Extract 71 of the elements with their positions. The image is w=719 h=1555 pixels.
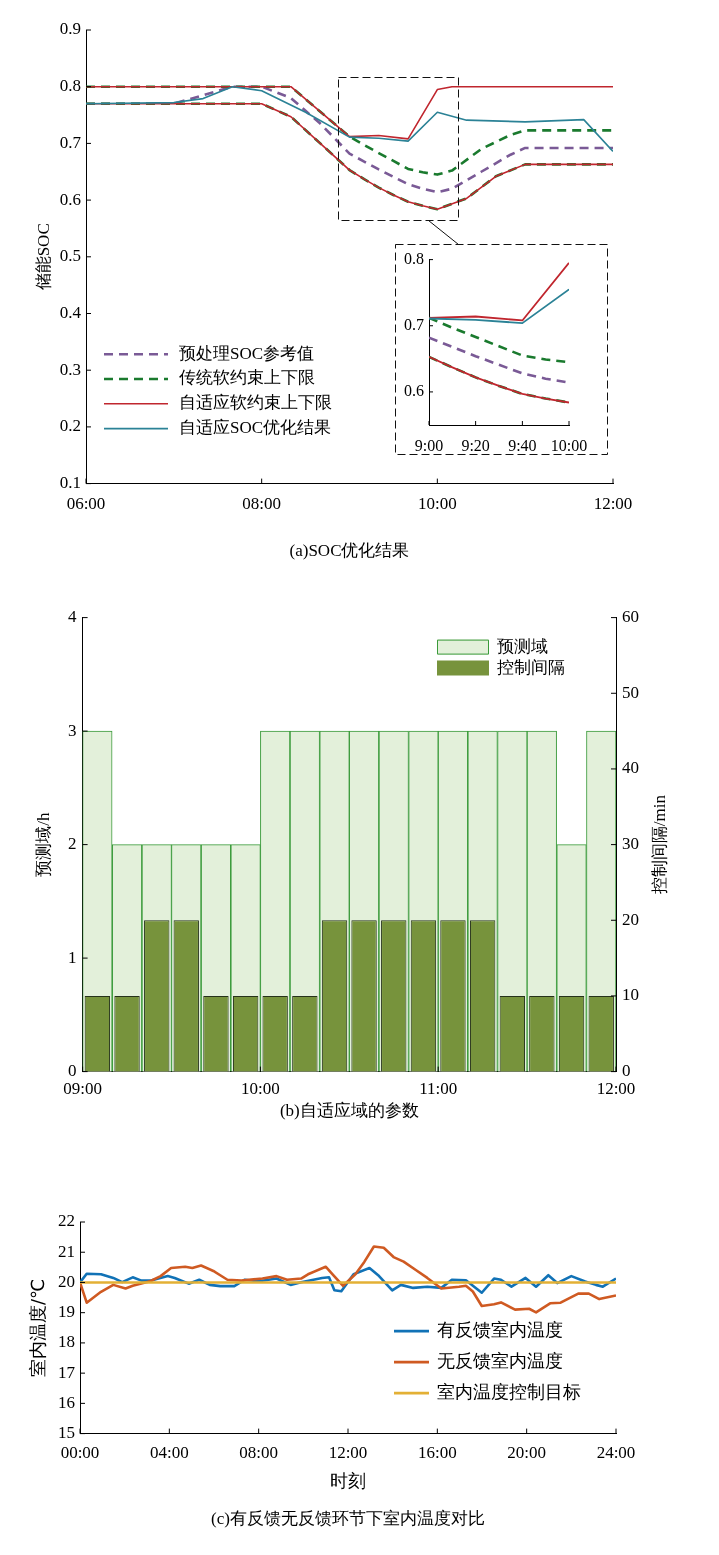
x-tick-label: 16:00 <box>417 1443 457 1463</box>
y-tick-label: 0.7 <box>404 315 424 333</box>
y-tick-label: 4 <box>68 607 78 627</box>
y2-tick-label: 0 <box>622 1061 631 1081</box>
y-tick-label: 15 <box>58 1423 75 1443</box>
x-tick-label: 10:00 <box>241 1079 280 1099</box>
legend-label: 预测域 <box>497 636 548 656</box>
legend-label: 自适应软约束上下限 <box>179 393 332 413</box>
y-axis-title: 预测域/h <box>34 811 54 877</box>
y-tick-label: 0.3 <box>59 359 81 379</box>
x-tick-label: 12:00 <box>593 494 633 514</box>
x-tick-label: 12:00 <box>328 1443 368 1463</box>
y-axis-title: 储能SOC <box>33 223 53 291</box>
line-series <box>429 355 569 404</box>
x-tick-label: 08:00 <box>239 1443 279 1463</box>
y-tick-label: 0.8 <box>59 76 81 96</box>
legend-label: 控制间隔 <box>497 657 565 677</box>
x-tick-label: 04:00 <box>149 1443 189 1463</box>
line-series <box>429 336 569 384</box>
legend-label: 预处理SOC参考值 <box>179 343 315 363</box>
y-tick-label: 0.1 <box>59 473 81 493</box>
y-tick-label: 20 <box>58 1271 75 1291</box>
y-tick-label: 3 <box>68 720 77 740</box>
legend-label: 无反馈室内温度 <box>437 1349 563 1371</box>
legend-label: 室内温度控制目标 <box>437 1380 581 1402</box>
y-tick-label: 0.5 <box>59 246 81 266</box>
y-axis-title: 室内温度/℃ <box>27 1278 49 1377</box>
x-tick-label: 9:20 <box>461 436 490 454</box>
text: (b)自适应域的参数 <box>279 1101 419 1121</box>
x-axis-title: 时刻 <box>330 1470 366 1492</box>
y2-tick-label: 40 <box>622 758 639 778</box>
x-tick-label: 09:00 <box>63 1079 102 1099</box>
y-tick-label: 0.9 <box>59 19 81 39</box>
y-tick-label: 22 <box>58 1211 75 1231</box>
x-tick-label: 10:00 <box>550 436 588 454</box>
x-tick-label: 11:00 <box>419 1079 458 1099</box>
y-tick-label: 16 <box>58 1392 75 1412</box>
y-tick-label: 2 <box>68 834 77 854</box>
y2-tick-label: 30 <box>622 834 639 854</box>
x-tick-label: 06:00 <box>66 494 106 514</box>
x-tick-label: 9:40 <box>508 436 537 454</box>
y-tick-label: 1 <box>68 947 77 967</box>
x-tick-label: 24:00 <box>596 1443 636 1463</box>
y-tick-label: 0.4 <box>59 302 82 322</box>
x-tick-label: 00:00 <box>60 1443 100 1463</box>
y2-tick-label: 50 <box>622 682 639 702</box>
text: (c)有反馈无反馈环节下室内温度对比 <box>211 1509 485 1529</box>
y-tick-label: 0.6 <box>404 382 424 400</box>
y-tick-label: 19 <box>58 1302 75 1322</box>
x-tick-label: 08:00 <box>242 494 282 514</box>
legend-label: 自适应SOC优化结果 <box>179 418 332 438</box>
y-tick-label: 0 <box>68 1061 77 1081</box>
y-tick-label: 0.7 <box>59 132 82 152</box>
y2-tick-label: 20 <box>622 909 639 929</box>
x-tick-label: 9:00 <box>414 436 444 454</box>
text: (a)SOC优化结果 <box>289 541 410 561</box>
legend-label: 传统软约束上下限 <box>179 368 315 388</box>
legend-label: 有反馈室内温度 <box>437 1318 563 1340</box>
y-tick-label: 0.2 <box>59 416 81 436</box>
y-tick-label: 18 <box>58 1332 75 1352</box>
x-tick-label: 10:00 <box>417 494 457 514</box>
y-tick-label: 21 <box>58 1241 75 1261</box>
x-tick-label: 12:00 <box>596 1079 636 1099</box>
y2-axis-title: 控制间隔/min <box>650 794 670 895</box>
y2-tick-label: 60 <box>622 607 639 627</box>
x-tick-label: 20:00 <box>507 1443 547 1463</box>
y-tick-label: 0.6 <box>59 189 81 209</box>
y-tick-label: 17 <box>58 1362 76 1382</box>
y2-tick-label: 10 <box>622 985 639 1005</box>
y-tick-label: 0.8 <box>404 249 424 267</box>
line-series <box>86 85 613 176</box>
